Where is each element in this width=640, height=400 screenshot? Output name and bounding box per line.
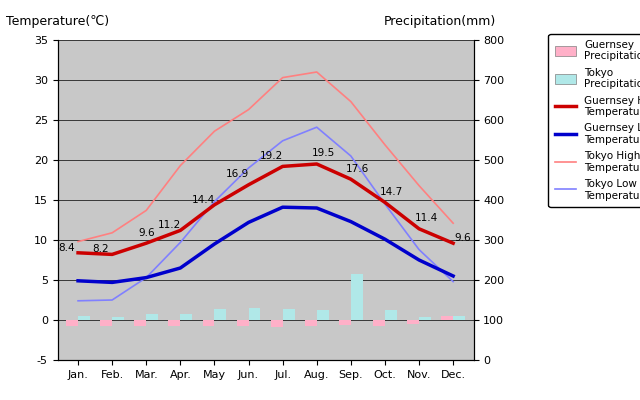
Text: 14.7: 14.7: [380, 187, 403, 197]
Text: 19.2: 19.2: [260, 151, 283, 161]
Text: 8.2: 8.2: [93, 244, 109, 254]
Bar: [351, 274, 363, 320]
Bar: [441, 316, 453, 320]
Bar: [168, 320, 180, 326]
Bar: [100, 320, 112, 326]
Bar: [180, 314, 192, 320]
Text: 9.6: 9.6: [454, 233, 471, 243]
Bar: [419, 317, 431, 320]
Bar: [112, 317, 124, 320]
Text: 9.6: 9.6: [138, 228, 155, 238]
Text: 11.4: 11.4: [414, 213, 438, 223]
Text: 11.2: 11.2: [157, 220, 181, 230]
Bar: [283, 309, 294, 320]
Bar: [317, 310, 329, 320]
Bar: [147, 314, 158, 320]
Text: Temperature(℃): Temperature(℃): [6, 15, 109, 28]
Text: 8.4: 8.4: [59, 243, 76, 253]
Bar: [339, 320, 351, 325]
Bar: [305, 320, 317, 326]
Legend: Guernsey
Precipitation, Tokyo
Precipitation, Guernsey High
Temperature, Guernsey: Guernsey Precipitation, Tokyo Precipitat…: [548, 34, 640, 207]
Text: 17.6: 17.6: [346, 164, 369, 174]
Bar: [407, 320, 419, 324]
Text: 14.4: 14.4: [192, 195, 215, 205]
Bar: [248, 308, 260, 320]
Text: 19.5: 19.5: [312, 148, 335, 158]
Bar: [385, 310, 397, 320]
Bar: [271, 320, 283, 327]
Bar: [214, 309, 227, 320]
Text: 16.9: 16.9: [226, 169, 249, 179]
Bar: [237, 320, 248, 326]
Bar: [202, 320, 214, 326]
Bar: [453, 316, 465, 320]
Bar: [78, 316, 90, 320]
Bar: [66, 320, 78, 326]
Text: Precipitation(mm): Precipitation(mm): [384, 15, 496, 28]
Bar: [373, 320, 385, 326]
Bar: [134, 320, 147, 326]
